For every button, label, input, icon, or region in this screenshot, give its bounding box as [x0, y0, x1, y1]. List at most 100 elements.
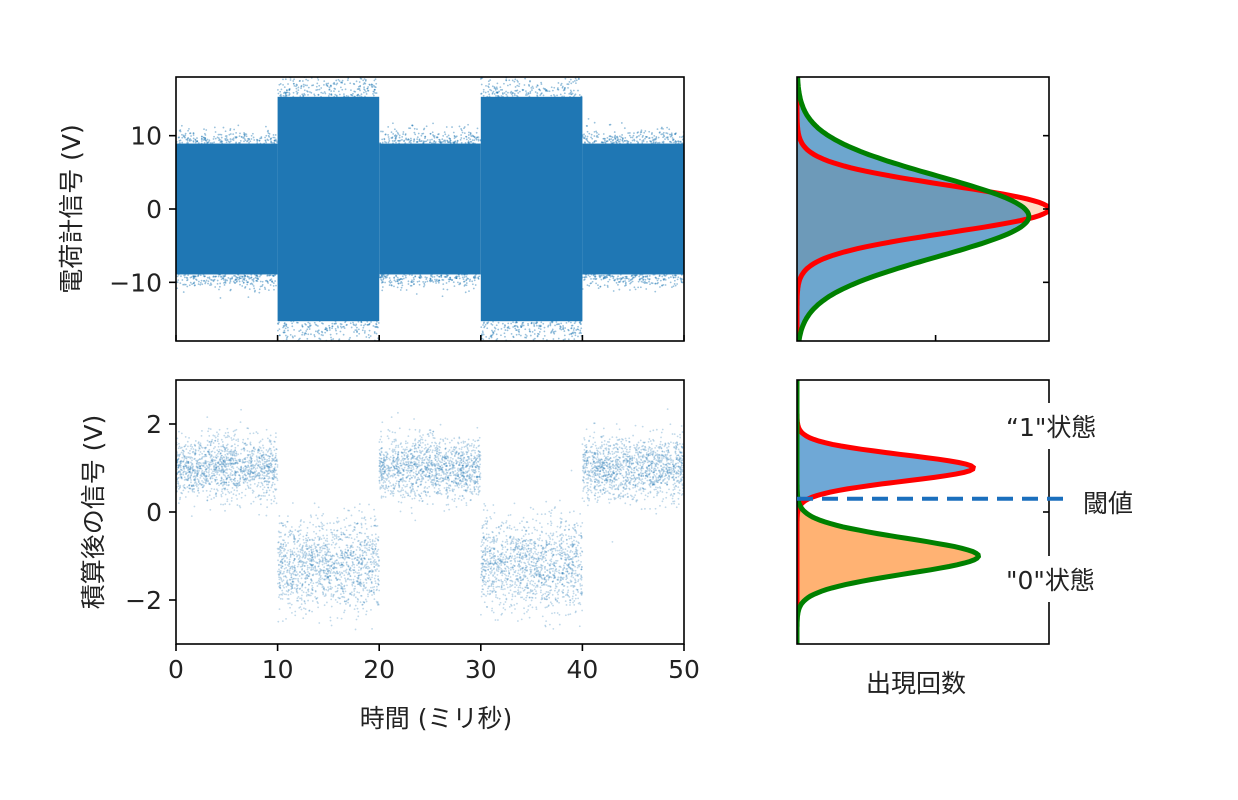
integrated-point — [342, 561, 345, 564]
integrated-point — [182, 467, 185, 470]
integrated-point — [210, 455, 213, 457]
raw-point — [277, 323, 280, 325]
integrated-point — [201, 479, 203, 482]
raw-point — [461, 276, 464, 279]
integrated-point — [249, 471, 252, 474]
raw-point — [200, 279, 203, 282]
raw-point — [257, 278, 260, 281]
integrated-point — [195, 482, 198, 485]
integrated-point — [290, 591, 293, 593]
raw-point — [540, 81, 543, 84]
raw-point — [255, 138, 258, 141]
raw-point — [180, 275, 182, 278]
integrated-point — [224, 503, 227, 505]
raw-point — [538, 88, 541, 91]
raw-point — [605, 140, 608, 143]
raw-point — [465, 275, 468, 278]
raw-point — [392, 133, 395, 135]
raw-point — [229, 133, 232, 135]
raw-point — [662, 141, 665, 144]
integrated-point — [329, 522, 331, 524]
raw-point — [295, 90, 298, 93]
integrated-point — [215, 457, 218, 459]
raw-point — [657, 136, 660, 139]
raw-point — [648, 278, 651, 281]
raw-point — [192, 275, 194, 277]
integrated-point — [182, 460, 185, 463]
integrated-point — [194, 475, 197, 478]
raw-point — [243, 131, 245, 134]
integrated-point — [222, 455, 225, 458]
integrated-point — [244, 460, 247, 463]
integrated-point — [278, 522, 281, 525]
integrated-point — [254, 476, 257, 478]
raw-point — [288, 88, 291, 91]
integrated-point — [233, 434, 236, 437]
integrated-point — [276, 547, 279, 550]
raw-point — [432, 142, 435, 144]
integrated-point — [284, 563, 287, 566]
raw-point — [414, 133, 417, 136]
integrated-point — [237, 444, 239, 447]
raw-point — [337, 78, 340, 81]
raw-point — [412, 280, 415, 283]
raw-point — [621, 137, 624, 140]
raw-point — [465, 135, 467, 138]
integrated-point — [212, 442, 215, 444]
raw-point — [212, 275, 215, 278]
integrated-point — [274, 463, 277, 465]
raw-point — [584, 142, 586, 144]
raw-point — [305, 332, 307, 335]
raw-point — [580, 327, 583, 330]
raw-point — [544, 89, 547, 92]
raw-point — [207, 141, 210, 143]
raw-point — [328, 93, 331, 95]
integrated-point — [210, 487, 213, 490]
raw-point — [517, 330, 520, 333]
raw-point — [642, 140, 645, 143]
integrated-point — [281, 620, 284, 623]
integrated-point — [342, 595, 344, 598]
raw-point — [559, 325, 562, 328]
raw-point — [603, 276, 606, 279]
integrated-point — [182, 466, 185, 469]
raw-point — [276, 141, 278, 144]
integrated-point — [323, 566, 326, 569]
integrated-point — [311, 610, 313, 613]
raw-point — [296, 91, 299, 94]
raw-point — [482, 90, 485, 93]
integrated-point — [223, 446, 226, 449]
raw-point — [240, 136, 243, 138]
raw-point — [496, 87, 499, 90]
integrated-point — [278, 555, 281, 558]
integrated-point — [195, 463, 198, 465]
raw-point — [511, 79, 514, 82]
integrated-point — [364, 539, 367, 541]
raw-point — [632, 274, 635, 276]
integrated-point — [200, 445, 203, 448]
raw-point — [312, 84, 315, 87]
integrated-point — [251, 491, 254, 494]
raw-point — [441, 141, 443, 143]
raw-point — [443, 131, 446, 134]
raw-point — [241, 275, 244, 278]
raw-point — [642, 279, 645, 281]
raw-point — [469, 278, 471, 281]
integrated-point — [267, 481, 270, 484]
raw-point — [393, 135, 396, 137]
raw-point — [583, 276, 586, 279]
raw-point — [221, 142, 224, 145]
integrated-point — [286, 552, 288, 554]
raw-point — [195, 279, 198, 281]
integrated-point — [249, 443, 252, 445]
raw-point — [288, 89, 291, 92]
raw-point — [315, 67, 317, 69]
raw-point — [567, 329, 570, 332]
raw-point — [583, 133, 585, 136]
raw-point — [176, 275, 179, 278]
raw-point — [376, 326, 378, 328]
raw-point — [429, 141, 432, 144]
raw-point — [396, 276, 399, 279]
integrated-point — [231, 439, 233, 441]
integrated-point — [241, 472, 244, 474]
